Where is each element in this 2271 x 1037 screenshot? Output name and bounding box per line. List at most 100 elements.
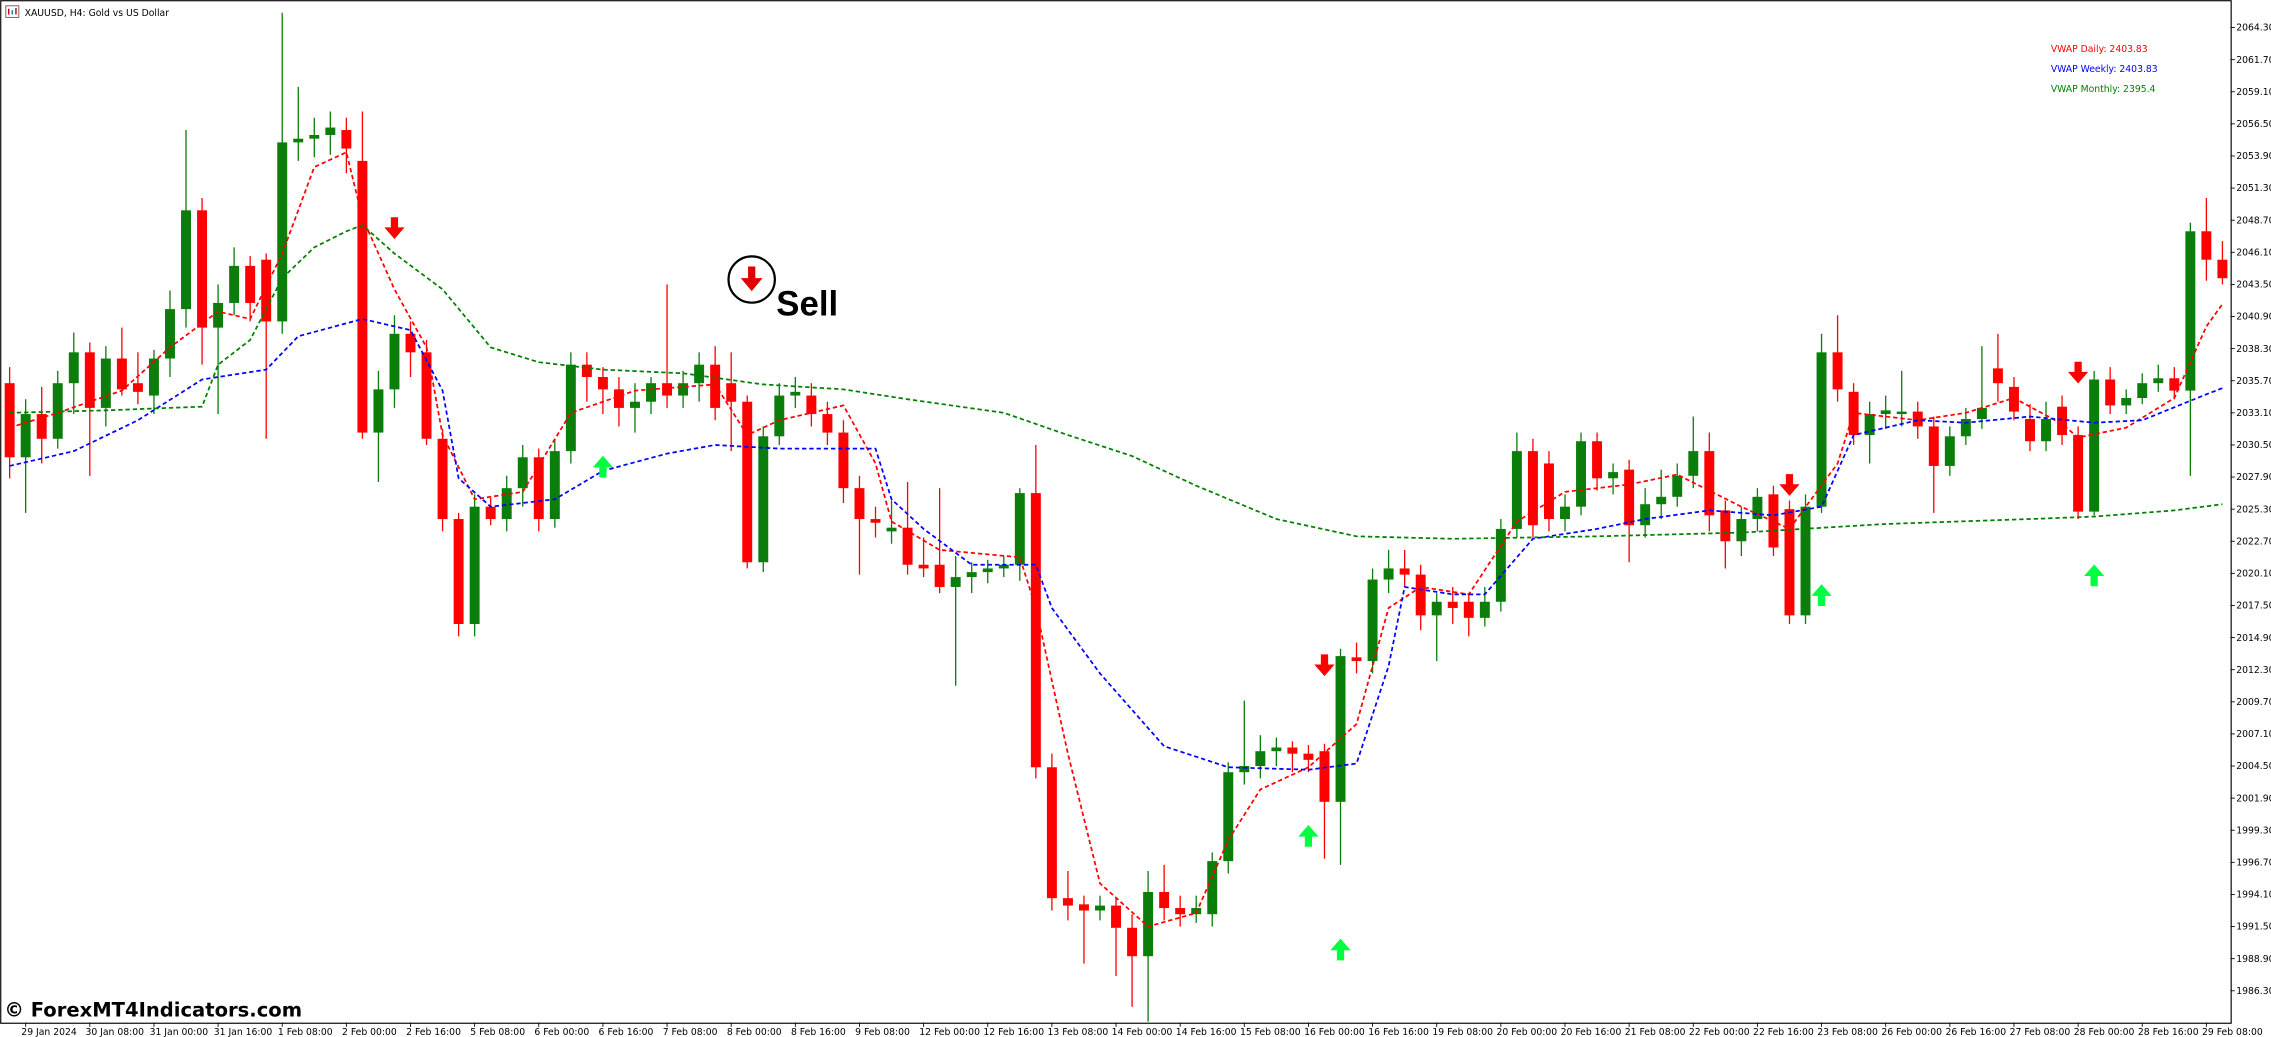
x-tick-label: 7 Feb 08:00 [663, 1027, 718, 1037]
candle-body [325, 127, 336, 135]
y-tick-label: 2014.90 [2236, 633, 2271, 644]
buy-arrow [1811, 584, 1832, 606]
candle-body [2169, 378, 2180, 391]
x-tick-label: 6 Feb 00:00 [534, 1027, 589, 1037]
candle-body [549, 451, 560, 520]
candle-body [68, 352, 79, 384]
candle-body [1239, 766, 1250, 773]
buy-arrow [1298, 825, 1319, 847]
candle-body [581, 364, 592, 378]
candle-body [293, 138, 304, 143]
y-tick-label: 2035.70 [2236, 376, 2271, 387]
sell-arrow [2067, 361, 2089, 384]
x-tick-label: 26 Feb 16:00 [1945, 1027, 2006, 1037]
y-tick-label: 2017.50 [2236, 601, 2271, 612]
candle-body [1078, 904, 1089, 911]
candle-body [2185, 231, 2196, 391]
candle-body [132, 383, 143, 392]
candle-body [1447, 601, 1458, 608]
candle-body [806, 395, 817, 415]
candle-body [1062, 898, 1073, 906]
candle-body [2041, 419, 2052, 442]
y-tick-label: 1994.10 [2236, 890, 2271, 901]
candle-body [2105, 379, 2116, 406]
buy-arrow [1330, 938, 1351, 961]
candle-body [1367, 579, 1378, 662]
candle-body [437, 438, 448, 520]
candle-body [2025, 419, 2035, 442]
candle-body [181, 210, 191, 310]
candle-body [533, 457, 544, 520]
candle-body [1303, 753, 1314, 760]
y-tick-label: 2064.30 [2236, 23, 2271, 34]
candle-body [1207, 861, 1218, 915]
candle-body [1656, 496, 1667, 505]
candle-body [886, 527, 897, 532]
y-tick-label: 1996.70 [2236, 858, 2271, 869]
candle-body [1912, 411, 1923, 427]
candle-body [950, 577, 961, 587]
candle-body [1495, 528, 1506, 602]
candle-body [1351, 657, 1362, 662]
candle-body [2057, 406, 2068, 436]
candle-body [1479, 601, 1490, 618]
legend-entry: VWAP Monthly: 2395.4 [2051, 84, 2156, 95]
candle-body [245, 265, 256, 303]
candle-body [1592, 441, 1603, 479]
candle-body [389, 333, 400, 390]
sell-badge [727, 255, 776, 304]
x-tick-label: 15 Feb 08:00 [1240, 1027, 1301, 1037]
candle-body [1864, 414, 1875, 436]
y-tick-label: 2020.10 [2236, 569, 2271, 580]
candle-body [453, 519, 464, 625]
candle-body [998, 564, 1009, 569]
y-tick-label: 1986.30 [2236, 986, 2271, 997]
x-tick-label: 12 Feb 16:00 [983, 1027, 1044, 1037]
candle-body [934, 564, 945, 587]
candle-body [20, 414, 31, 458]
y-tick-label: 1991.50 [2236, 922, 2271, 933]
chart-icon [5, 5, 20, 18]
candle-body [517, 457, 528, 489]
candle-body [630, 401, 640, 408]
candle-body [261, 259, 272, 322]
candle-body [1976, 407, 1987, 420]
candle-body [1030, 493, 1041, 768]
candle-body [421, 352, 432, 439]
candle-body [2073, 435, 2084, 512]
y-tick-label: 2038.30 [2236, 344, 2271, 355]
x-tick-label: 31 Jan 00:00 [150, 1027, 209, 1037]
candle-body [918, 564, 929, 569]
x-tick-label: 13 Feb 08:00 [1048, 1027, 1109, 1037]
candle-body [1046, 767, 1057, 899]
candle-body [1431, 601, 1442, 616]
sell-arrow [1779, 474, 1800, 496]
candle-body [1159, 891, 1170, 909]
candle-body [2121, 398, 2132, 406]
x-tick-label: 28 Feb 16:00 [2138, 1027, 2199, 1037]
candle-body [1463, 601, 1474, 618]
candle-body [1752, 496, 1763, 520]
candle-body [1800, 506, 1811, 616]
candle-body [1335, 656, 1346, 802]
candle-body [966, 572, 977, 578]
y-tick-label: 2046.10 [2236, 247, 2271, 258]
candle-body [1223, 772, 1234, 862]
x-tick-label: 28 Feb 00:00 [2074, 1027, 2135, 1037]
sell-arrow [384, 217, 405, 239]
candle-body [485, 506, 496, 520]
candle-body [1720, 510, 1731, 542]
candle-body [197, 210, 208, 328]
candle-body [84, 352, 95, 408]
x-tick-label: 21 Feb 08:00 [1625, 1027, 1686, 1037]
candle-body [357, 160, 368, 433]
candle-body [646, 383, 656, 402]
candle-body [1511, 451, 1522, 529]
candle-body [2008, 386, 2019, 412]
y-tick-label: 2061.70 [2236, 55, 2271, 66]
candle-body [1992, 368, 2003, 384]
candle-body [2153, 378, 2164, 384]
x-tick-label: 22 Feb 00:00 [1689, 1027, 1750, 1037]
candle-body [1576, 441, 1587, 507]
candle-body [1960, 419, 1971, 437]
